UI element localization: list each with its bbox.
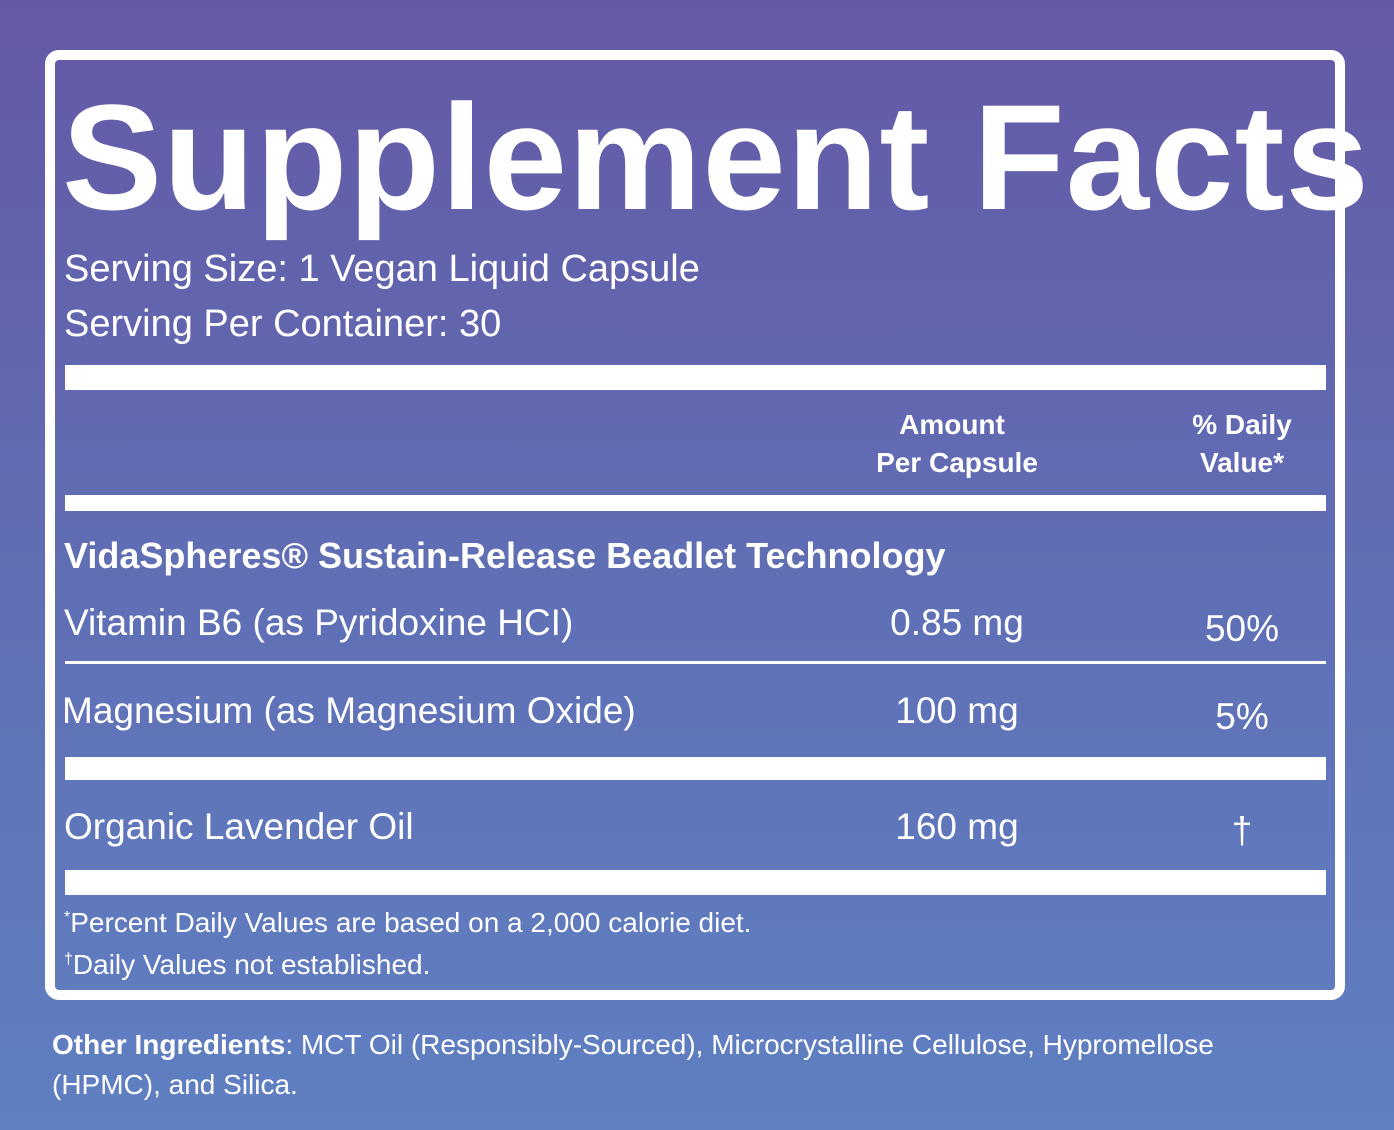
title: Supplement Facts	[62, 73, 1370, 241]
nutrient-dv: 50%	[1204, 608, 1280, 649]
nutrient-name: Organic Lavender Oil	[64, 806, 414, 847]
column-header: % Daily	[1192, 409, 1292, 440]
nutrient-dv: 5%	[1215, 696, 1269, 737]
divider	[65, 870, 1326, 895]
label-border	[45, 50, 1345, 1000]
nutrient-dv: †	[1231, 810, 1253, 851]
other-ingredients: Other Ingredients: MCT Oil (Responsibly-…	[52, 1025, 1302, 1105]
column-header: Value*	[1199, 447, 1285, 478]
nutrient-name: Vitamin B6 (as Pyridoxine HCI)	[64, 602, 574, 643]
divider	[65, 365, 1326, 390]
footnote-mark: *	[64, 909, 71, 926]
other-ingredients-label: Other Ingredients	[52, 1029, 286, 1060]
servings-per-container: Serving Per Container: 30	[64, 303, 502, 345]
divider	[65, 757, 1326, 780]
serving-size: Serving Size: 1 Vegan Liquid Capsule	[64, 248, 700, 290]
divider	[65, 495, 1326, 511]
footnote-mark: †	[64, 951, 73, 968]
column-header: Amount	[899, 409, 1005, 440]
divider	[65, 661, 1326, 664]
nutrient-amount: 160 mg	[895, 806, 1019, 847]
other-ingredients-text: : MCT Oil (Responsibly-Sourced), Microcr…	[52, 1029, 1214, 1100]
footnote: †Daily Values not established.	[64, 951, 430, 979]
column-header: Per Capsule	[876, 447, 1038, 478]
footnote-text: Percent Daily Values are based on a 2,00…	[70, 907, 752, 938]
nutrient-amount: 0.85 mg	[890, 602, 1024, 643]
nutrient-amount: 100 mg	[895, 690, 1019, 731]
footnote: *Percent Daily Values are based on a 2,0…	[64, 909, 751, 937]
footnote-text: Daily Values not established.	[72, 949, 431, 980]
section-header: VidaSpheres® Sustain-Release Beadlet Tec…	[64, 535, 946, 576]
nutrient-name: Magnesium (as Magnesium Oxide)	[62, 690, 636, 731]
